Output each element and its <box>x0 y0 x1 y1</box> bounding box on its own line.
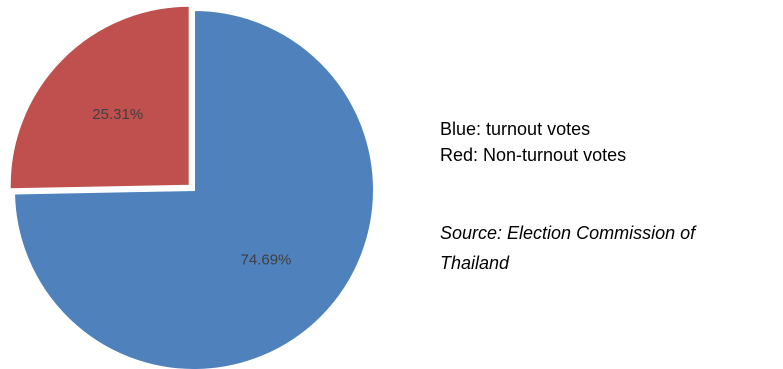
pie-slice-label-1: 25.31% <box>92 106 143 123</box>
source-line-1: Source: Election Commission of <box>440 223 696 243</box>
pie-slices <box>8 4 375 369</box>
source-line-2: Thailand <box>440 253 510 273</box>
legend-line-red: Red: Non-turnout votes <box>440 145 627 165</box>
legend-line-blue: Blue: turnout votes <box>440 119 591 139</box>
pie-slice-label-0: 74.69% <box>241 252 292 269</box>
legend-text: Blue: turnout votes Red: Non-turnout vot… <box>440 116 780 168</box>
pie-data-labels: 74.69% 25.31% <box>92 106 291 268</box>
pie-chart: 74.69% 25.31% <box>8 4 375 369</box>
pie-slice-1 <box>8 4 191 191</box>
pie-slice-0 <box>13 8 375 369</box>
source-note: Source: Election Commission of Thailand <box>440 218 780 278</box>
